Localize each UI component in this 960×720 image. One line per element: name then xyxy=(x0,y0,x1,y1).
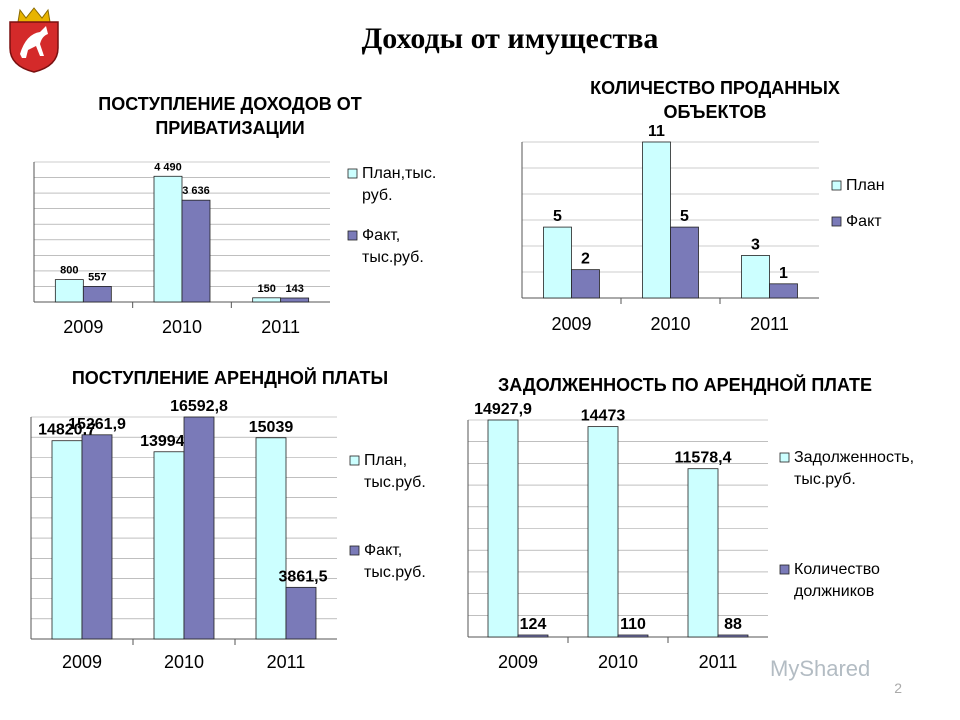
c3-legend-label: План, тыс.руб. xyxy=(364,452,426,491)
c1-bar-fact xyxy=(280,297,310,303)
c4-category-label: 2010 xyxy=(598,652,638,672)
c4-bar-fact xyxy=(517,634,549,638)
c4-bar-plan xyxy=(487,419,519,638)
c2-bar-fact xyxy=(670,226,699,299)
c3-data-label: 14820,7 xyxy=(38,422,96,439)
c4-category-label: 2009 xyxy=(498,652,538,672)
c4-data-label: 124 xyxy=(520,616,547,633)
c2-data-label: 5 xyxy=(553,208,562,225)
c1-bar-fact xyxy=(181,199,211,303)
c4-data-label: 14473 xyxy=(581,408,626,425)
c4-legend-swatch xyxy=(779,452,790,463)
c2-category-label: 2011 xyxy=(750,314,789,334)
c3-bar-plan xyxy=(153,451,185,640)
chart-title-rent-debt: ЗАДОЛЖЕННОСТЬ ПО АРЕНДНОЙ ПЛАТЕ xyxy=(497,375,873,395)
c2-legend-swatch xyxy=(831,180,842,191)
c2-bar-fact xyxy=(769,283,798,299)
c2-data-label: 3 xyxy=(751,236,760,253)
c3-data-label: 15039 xyxy=(249,419,294,436)
c4-bar-plan xyxy=(687,468,719,638)
c4-bar-plan xyxy=(587,426,619,638)
c1-legend-swatch xyxy=(347,230,358,241)
c3-bar-fact xyxy=(183,416,215,640)
c3-legend-label: Факт, тыс.руб. xyxy=(364,542,426,581)
c2-bar-plan xyxy=(642,141,671,299)
c2-bar-fact xyxy=(571,269,600,299)
chart-title-privatization: ПОСТУПЛЕНИЕ ДОХОДОВ ОТ ПРИВАТИЗАЦИИ xyxy=(98,94,362,138)
c3-legend-swatch xyxy=(349,545,360,556)
c1-data-label: 143 xyxy=(285,283,303,295)
c1-legend-label: План,тыс. руб. xyxy=(362,165,436,204)
c1-legend-label: Факт, тыс.руб. xyxy=(362,227,424,266)
c1-bar-plan xyxy=(252,297,282,303)
c4-data-label: 14927,9 xyxy=(474,401,532,418)
c2-legend-swatch xyxy=(831,216,842,227)
c2-bar-plan xyxy=(543,226,572,299)
chart-title-objects-sold: КОЛИЧЕСТВО ПРОДАННЫХ ОБЪЕКТОВ xyxy=(590,78,840,122)
c1-bar-plan xyxy=(153,175,183,303)
c3-data-label: 13994,2 xyxy=(140,433,198,450)
c1-category-label: 2010 xyxy=(162,317,202,337)
watermark: MyShared xyxy=(770,656,871,681)
c1-bar-fact xyxy=(82,286,112,303)
c4-legend-label: Количество должников xyxy=(794,561,880,600)
c4-bar-fact xyxy=(617,634,649,638)
c2-category-label: 2009 xyxy=(551,314,591,334)
c1-data-label: 3 636 xyxy=(182,185,210,197)
c3-legend-swatch xyxy=(349,455,360,466)
c1-data-label: 4 490 xyxy=(154,161,182,173)
c3-category-label: 2009 xyxy=(62,652,102,672)
coat-of-arms-logo xyxy=(6,4,62,74)
c4-legend-label: Задолженность, тыс.руб. xyxy=(794,449,914,488)
c4-data-label: 88 xyxy=(724,616,742,633)
chart-title-rent: ПОСТУПЛЕНИЕ АРЕНДНОЙ ПЛАТЫ xyxy=(71,368,389,388)
c4-data-label: 11578,4 xyxy=(675,450,732,467)
c1-bar-plan xyxy=(54,279,84,303)
c2-bar-plan xyxy=(741,255,770,299)
page-title: Доходы от имущества xyxy=(361,22,659,55)
c3-data-label: 15261,9 xyxy=(68,416,126,433)
c1-data-label: 150 xyxy=(257,283,275,295)
c4-legend-swatch xyxy=(779,564,790,575)
c1-data-label: 800 xyxy=(60,265,78,277)
c2-legend-label: План xyxy=(846,177,885,194)
c4-category-label: 2011 xyxy=(699,652,738,672)
c2-legend-label: Факт xyxy=(846,213,882,230)
c3-data-label: 3861,5 xyxy=(279,568,328,585)
c2-data-label: 2 xyxy=(581,251,590,268)
c3-bar-plan xyxy=(51,440,83,640)
c3-data-label: 16592,8 xyxy=(170,398,228,415)
c3-category-label: 2010 xyxy=(164,652,204,672)
slide-number: 2 xyxy=(894,680,902,696)
c3-category-label: 2011 xyxy=(267,652,306,672)
c1-data-label: 557 xyxy=(88,271,106,283)
c2-data-label: 11 xyxy=(648,123,665,140)
c1-category-label: 2009 xyxy=(63,317,103,337)
c3-bar-plan xyxy=(255,437,287,640)
c3-bar-fact xyxy=(285,586,317,640)
c4-bar-fact xyxy=(717,634,749,638)
c2-data-label: 5 xyxy=(680,208,689,225)
c1-category-label: 2011 xyxy=(261,317,300,337)
c2-category-label: 2010 xyxy=(650,314,690,334)
c3-bar-fact xyxy=(81,434,113,640)
c4-data-label: 110 xyxy=(620,616,646,633)
c2-data-label: 1 xyxy=(779,265,788,282)
c1-legend-swatch xyxy=(347,168,358,179)
